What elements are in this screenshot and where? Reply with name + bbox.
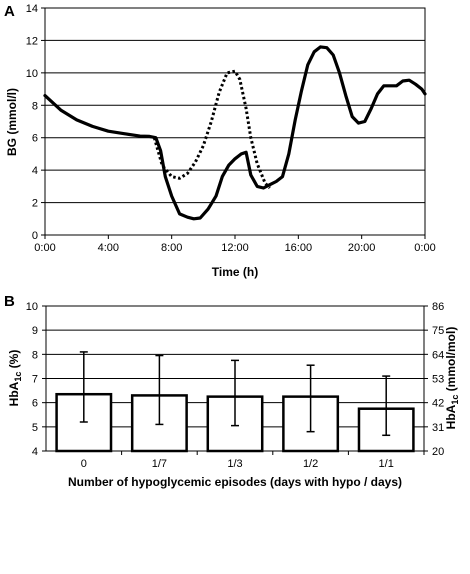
panel-a-y-tick-label: 14: [26, 3, 38, 15]
panel-b-y-tick-label: 9: [32, 325, 38, 337]
panel-a-y-tick-label: 2: [32, 198, 38, 210]
panel-a-chart: A 0 2 4 6 8 10 12 14 0:00 4:00 8:00 12:00 16:00 20:0…: [4, 3, 436, 279]
panel-b-y2-label-subscript: 1c: [450, 395, 460, 405]
panel-b-y2-label-main: HbA: [444, 404, 458, 429]
panel-b-y-tick-label: 7: [32, 374, 38, 386]
panel-a-x-tick-label: 0:00: [414, 242, 435, 254]
panel-b-bars: [55, 351, 415, 453]
panel-b-y-tick-label: 6: [32, 398, 38, 410]
panel-b-y2-tick-label: 53: [432, 374, 444, 386]
panel-a-series-solid-line: [43, 45, 427, 221]
panel-b-label: B: [4, 293, 15, 310]
panel-a-gridlines: [45, 39, 425, 204]
panel-a-x-tick-label: 16:00: [285, 242, 313, 254]
panel-a-y-tick-label: 10: [26, 68, 38, 80]
panel-a-plot-frame: [44, 7, 426, 236]
panel-b-y-label-subscript: 1c: [13, 372, 23, 382]
panel-b-y2-tick-label: 86: [432, 301, 444, 313]
panel-b-x-tick-label: 1/7: [152, 458, 167, 470]
panel-a-y-tick-label: 6: [32, 133, 38, 145]
panel-b-y2-tick-label: 20: [432, 446, 444, 458]
panel-a-x-tick-label: 20:00: [348, 242, 376, 254]
panel-b-y2-tick-label: 64: [432, 349, 444, 361]
panel-b-y2-tick-label: 31: [432, 422, 444, 434]
panel-a-y-ticks: 0 2 4 6 8 10 12 14: [26, 3, 45, 242]
panel-a-series: [43, 45, 427, 221]
panel-a-y-tick-label: 0: [32, 230, 38, 242]
panel-b-secondary-y-ticks: 20 31 42 53 64 75 86: [424, 301, 444, 458]
panel-b-x-tick-label: 0: [81, 458, 87, 470]
panel-b-y-label-unit: (%): [7, 350, 21, 372]
panel-a-x-tick-label: 0:00: [34, 242, 55, 254]
panel-a-series-dotted-line: [152, 69, 271, 190]
panel-b-y2-label-unit: (mmol/mol): [444, 327, 458, 395]
panel-b-y-axis-label: HbA1c (%): [7, 350, 23, 407]
panel-a-x-ticks: 0:00 4:00 8:00 12:00 16:00 20:00 0:00: [34, 235, 436, 254]
panel-b-y-tick-label: 5: [32, 422, 38, 434]
panel-a-y-tick-label: 4: [32, 165, 38, 177]
panel-a-x-tick-label: 4:00: [98, 242, 119, 254]
panel-b-x-ticks: 0 1/7 1/3 1/2 1/1: [81, 451, 425, 470]
panel-a-x-tick-label: 8:00: [161, 242, 182, 254]
panel-a-y-tick-label: 8: [32, 100, 38, 112]
panel-b-y-tick-label: 10: [26, 301, 38, 313]
panel-a-y-tick-label: 12: [26, 35, 38, 47]
panel-b-x-tick-label: 1/3: [227, 458, 242, 470]
panel-a-y-axis-label: BG (mmol/l): [5, 88, 19, 156]
panel-a-label: A: [4, 3, 15, 20]
panel-b-secondary-y-axis-label: HbA1c (mmol/mol): [444, 327, 460, 430]
panel-b-y-label-main: HbA: [7, 381, 21, 406]
panel-a-x-axis-label: Time (h): [212, 265, 258, 279]
panel-b-y-tick-label: 8: [32, 349, 38, 361]
panel-b-x-tick-label: 1/1: [379, 458, 394, 470]
panel-a-x-tick-label: 12:00: [221, 242, 249, 254]
panel-b-x-axis-label: Number of hypoglycemic episodes (days wi…: [68, 475, 402, 489]
panel-b-y-tick-label: 4: [32, 446, 38, 458]
panel-b-y2-tick-label: 75: [432, 325, 444, 337]
panel-b-y-ticks: 4 5 6 7 8 9 10: [26, 301, 46, 458]
panel-b-x-tick-label: 1/2: [303, 458, 318, 470]
panel-b-y2-tick-label: 42: [432, 398, 444, 410]
